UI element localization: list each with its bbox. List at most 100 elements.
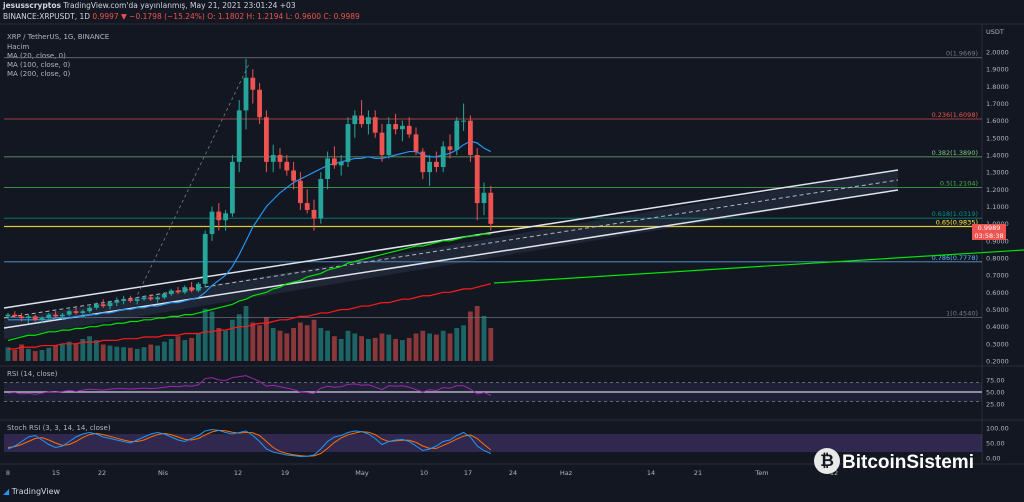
candle-body bbox=[481, 192, 487, 204]
volume-bar bbox=[189, 337, 194, 361]
time-tick-label: 14 bbox=[647, 469, 655, 477]
ohlc-line: BINANCE:XRPUSDT, 1D 0.9997 ▼ −0.1798 (−1… bbox=[3, 12, 360, 21]
candle-body bbox=[87, 307, 92, 312]
volume-bar bbox=[284, 333, 290, 361]
volume-bar bbox=[175, 336, 181, 361]
time-tick-label: 22 bbox=[98, 469, 106, 477]
candle-body bbox=[379, 132, 385, 155]
candle-body bbox=[223, 213, 228, 221]
candle-body bbox=[134, 299, 140, 301]
fib-level-label: 0.382(1.3890) bbox=[932, 149, 978, 157]
countdown-badge: 03:58:38 bbox=[972, 232, 1006, 240]
time-tick-label: 12 bbox=[234, 469, 242, 477]
candle-body bbox=[148, 297, 154, 300]
candle-body bbox=[345, 124, 351, 162]
volume-bar bbox=[277, 330, 283, 361]
stoch-tick-label: 0.00 bbox=[986, 455, 1000, 463]
candle-body bbox=[128, 299, 133, 301]
price-tick-label: 2.0000 bbox=[986, 49, 1009, 57]
fib-level-label: 0.786(0.7778) bbox=[932, 254, 978, 262]
volume-bar bbox=[257, 325, 262, 361]
indicator-ma200[interactable]: MA (200, close, 0) bbox=[7, 70, 71, 78]
volume-bar bbox=[481, 315, 487, 361]
fib-level-label: 0(1.9669) bbox=[946, 50, 978, 58]
candle-body bbox=[141, 297, 147, 300]
candle-body bbox=[107, 302, 113, 307]
price-tick-label: 1.8000 bbox=[986, 83, 1009, 91]
candle-body bbox=[413, 134, 419, 152]
volume-bar bbox=[338, 339, 344, 361]
volume-bar bbox=[168, 339, 174, 361]
candle-body bbox=[32, 316, 38, 320]
tradingview-logo[interactable]: ◢ TradingView bbox=[3, 487, 60, 496]
volume-bar bbox=[230, 319, 235, 361]
volume-layer bbox=[5, 306, 494, 361]
fib-level-label: 0.236(1.6098) bbox=[932, 111, 978, 119]
time-tick-label: 10 bbox=[420, 469, 428, 477]
stoch-tick-label: 50.00 bbox=[986, 440, 1005, 448]
channel-upper-line[interactable] bbox=[3, 169, 899, 309]
volume-bar bbox=[19, 344, 24, 361]
volume-bar bbox=[134, 348, 140, 361]
candle-body bbox=[73, 311, 79, 313]
volume-bar bbox=[393, 339, 398, 361]
price-tick-label: 0.4000 bbox=[986, 323, 1009, 331]
channel-fill bbox=[4, 170, 898, 339]
volume-bar bbox=[32, 351, 38, 361]
volume-bar bbox=[264, 317, 269, 361]
price-tick-label: 0.3000 bbox=[986, 340, 1009, 348]
volume-bar bbox=[162, 341, 167, 361]
indicator-ma20[interactable]: MA (20, close, 0) bbox=[7, 52, 66, 60]
candle-body bbox=[318, 179, 324, 219]
volume-bar bbox=[46, 347, 52, 361]
volume-bar bbox=[26, 348, 31, 361]
tradingview-logo-text: TradingView bbox=[11, 487, 61, 496]
price-tick-label: 0.2000 bbox=[986, 358, 1009, 366]
volume-bar bbox=[5, 347, 11, 361]
time-tick-label: 24 bbox=[509, 469, 517, 477]
published-info: TradingView.com'da yayınlanmış, May 21, … bbox=[63, 1, 296, 10]
candle-body bbox=[270, 155, 276, 162]
volume-bar bbox=[366, 339, 371, 361]
volume-bar bbox=[413, 333, 419, 361]
channel-lower-line[interactable] bbox=[3, 189, 899, 329]
stoch-tick-label: 100.00 bbox=[986, 425, 1009, 433]
candle-body bbox=[230, 161, 235, 214]
price-tick-label: 1.4000 bbox=[986, 152, 1009, 160]
candle-body bbox=[393, 124, 398, 130]
volume-bar bbox=[202, 308, 208, 361]
fibonacci-layer: 0(1.9669) 0.236(1.6098) 0.382(1.3890) 0.5(1… bbox=[4, 50, 982, 318]
volume-bar bbox=[325, 330, 330, 361]
ma100-extension bbox=[493, 249, 1024, 284]
price-tick-label: 0.6000 bbox=[986, 289, 1009, 297]
ticker-label: BINANCE:XRPUSDT, 1D bbox=[3, 12, 91, 21]
candle-body bbox=[94, 304, 99, 308]
rsi-pane-label[interactable]: RSI (14, close) bbox=[7, 370, 58, 378]
volume-bar bbox=[318, 328, 324, 361]
volume-bar bbox=[155, 345, 160, 361]
channel-mid-line[interactable] bbox=[3, 179, 899, 319]
candle-body bbox=[440, 146, 446, 168]
volume-bar bbox=[250, 322, 256, 361]
time-tick-label: 15 bbox=[52, 469, 60, 477]
indicator-ma100[interactable]: MA (100, close, 0) bbox=[7, 61, 71, 69]
rsi-tick-label: 25.00 bbox=[986, 401, 1005, 409]
fib-level-label: 0.5(1.2104) bbox=[940, 180, 978, 188]
fib-anchor-line[interactable] bbox=[134, 61, 251, 301]
stoch-d-line bbox=[7, 429, 492, 457]
ma200-line bbox=[8, 283, 491, 350]
volume-bar bbox=[298, 322, 303, 361]
volume-bar bbox=[406, 337, 412, 361]
stoch-rsi-pane-label[interactable]: Stoch RSI (3, 3, 14, 14, close) bbox=[7, 424, 111, 432]
rsi-tick-label: 50.00 bbox=[986, 389, 1005, 397]
volume-bar bbox=[94, 340, 99, 361]
candle-body bbox=[427, 161, 432, 173]
candle-body bbox=[168, 290, 174, 295]
volume-bar bbox=[39, 350, 45, 361]
rsi-pane: 75.00 50.00 25.00 bbox=[4, 375, 1005, 409]
candle-body bbox=[114, 300, 120, 303]
volume-bar bbox=[12, 350, 18, 361]
volume-bar bbox=[73, 343, 79, 361]
indicator-volume[interactable]: Hacim bbox=[7, 43, 30, 51]
